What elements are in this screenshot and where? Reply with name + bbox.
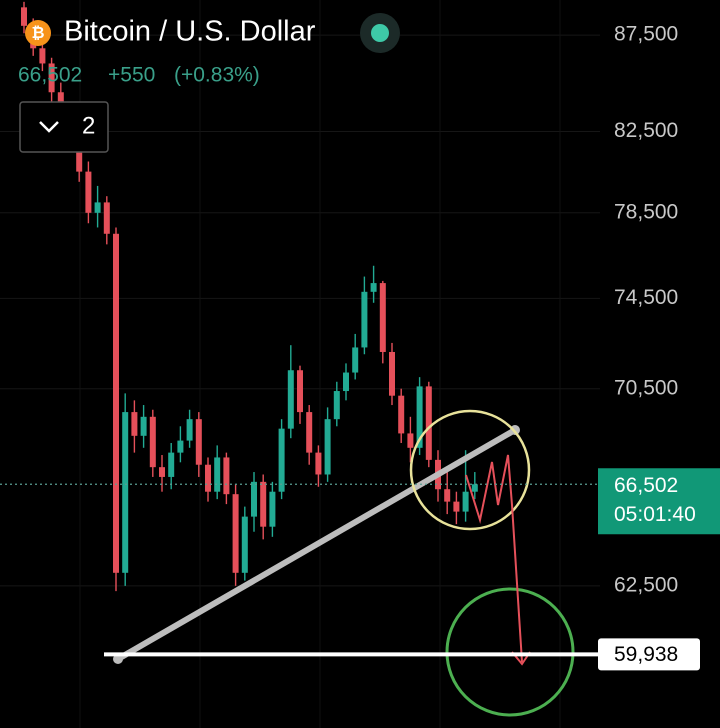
trend-line: [116, 427, 517, 662]
candle-body: [471, 484, 478, 492]
price-change: +550: [108, 64, 155, 87]
candle-body: [94, 202, 101, 213]
candle-body: [140, 416, 147, 436]
y-tick-label: 82,500: [614, 119, 678, 142]
candle-body: [85, 171, 92, 213]
candle-body: [21, 7, 27, 26]
candle-body: [416, 386, 423, 448]
support-label: 59,938: [614, 643, 678, 666]
candle-body: [453, 501, 460, 512]
candle-body: [149, 416, 156, 468]
candle-body: [389, 351, 395, 396]
candle-body: [287, 370, 294, 429]
candle-body: [306, 412, 313, 453]
candle-body: [241, 516, 248, 573]
chevron: [39, 121, 59, 133]
coin-icon: [25, 20, 51, 46]
status-dot: [371, 24, 389, 42]
candle-body: [195, 419, 202, 465]
candle-body: [214, 457, 221, 492]
candle-body: [425, 386, 432, 460]
candle-body: [407, 433, 414, 448]
candle-body: [177, 440, 184, 453]
candle-body: [361, 291, 368, 348]
symbol-title: Bitcoin / U.S. Dollar: [64, 16, 316, 48]
candle-body: [444, 489, 451, 502]
candle-body: [205, 464, 211, 492]
candle-body: [168, 452, 175, 477]
trend-handle: [113, 654, 123, 664]
overlay: 66,502 05:01:40 59,938: [0, 468, 720, 671]
y-tick-label: 70,500: [614, 376, 678, 399]
candle-body: [232, 494, 239, 573]
candle-body: [370, 283, 377, 292]
last-price-label: 66,502: [614, 474, 678, 497]
y-tick-label: 74,500: [614, 286, 678, 309]
candle-body: [333, 391, 340, 420]
interval-button[interactable]: [19, 101, 109, 153]
candle-body: [343, 372, 349, 392]
candle-body: [122, 412, 129, 573]
candle-body: [278, 428, 285, 492]
support-box: [598, 638, 700, 671]
candle-body: [251, 481, 257, 517]
candle-body: [352, 347, 359, 373]
candle-body: [379, 283, 386, 352]
target-circle: [445, 587, 575, 717]
candle-body: [297, 370, 303, 413]
grid: [0, 0, 600, 728]
y-tick-label: 78,500: [614, 200, 678, 223]
candle-body: [315, 452, 322, 475]
interval-count: 2: [82, 112, 95, 139]
y-tick-label: 62,500: [614, 573, 678, 596]
coin-symbol: ₿: [31, 24, 44, 42]
candle-body: [113, 233, 119, 573]
candle-body: [76, 141, 83, 172]
y-tick-label: 87,500: [614, 23, 678, 46]
countdown: 05:01:40: [614, 503, 696, 526]
candle-body: [462, 491, 469, 512]
candle-body: [223, 457, 230, 495]
candle-body: [260, 481, 267, 527]
projection-arrow: [465, 454, 523, 663]
price-change-pct: (+0.83%): [174, 64, 260, 87]
candle-body: [103, 202, 110, 234]
candle-body: [159, 467, 165, 477]
candle-body: [131, 412, 138, 436]
candle-body: [398, 395, 405, 434]
candle-body: [186, 419, 193, 441]
candle-body: [324, 419, 331, 475]
candle-body: [39, 48, 46, 64]
last-price: 66,502: [18, 64, 82, 87]
candle-body: [48, 63, 55, 93]
last-price-box: [598, 468, 720, 535]
highlight-circle: [409, 409, 531, 531]
candle-body: [269, 491, 276, 527]
